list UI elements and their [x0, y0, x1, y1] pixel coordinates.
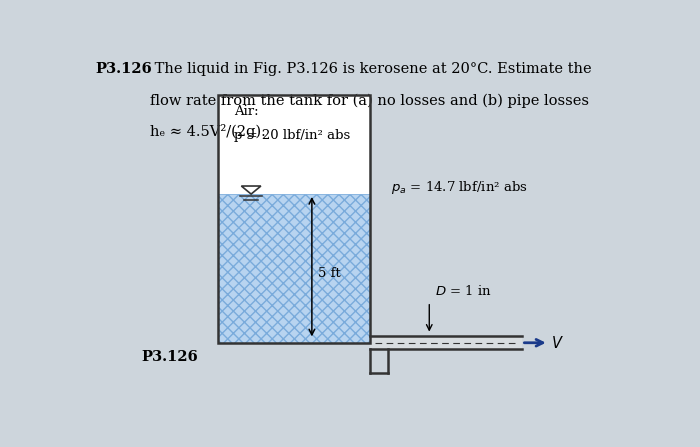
Text: The liquid in Fig. P3.126 is kerosene at 20°C. Estimate the: The liquid in Fig. P3.126 is kerosene at…: [150, 62, 592, 76]
Text: P3.126: P3.126: [96, 62, 153, 76]
Text: 5 ft: 5 ft: [318, 267, 341, 280]
Text: flow rate from the tank for (a) no losses and (b) pipe losses: flow rate from the tank for (a) no losse…: [150, 93, 589, 108]
Bar: [370, 336, 522, 349]
Text: $V$: $V$: [552, 335, 564, 351]
Text: Air:: Air:: [234, 105, 258, 118]
Bar: [218, 95, 370, 343]
Text: hₑ ≈ 4.5V²/(2g).: hₑ ≈ 4.5V²/(2g).: [150, 124, 265, 139]
Bar: [218, 95, 370, 194]
Bar: [218, 194, 370, 343]
Text: p = 20 lbf/in² abs: p = 20 lbf/in² abs: [234, 129, 350, 142]
Text: P3.126: P3.126: [141, 350, 199, 364]
Text: $p_a$ = 14.7 lbf/in² abs: $p_a$ = 14.7 lbf/in² abs: [391, 179, 528, 196]
Bar: [218, 194, 370, 343]
Text: $D$ = 1 in: $D$ = 1 in: [435, 284, 491, 298]
Bar: [370, 349, 388, 373]
